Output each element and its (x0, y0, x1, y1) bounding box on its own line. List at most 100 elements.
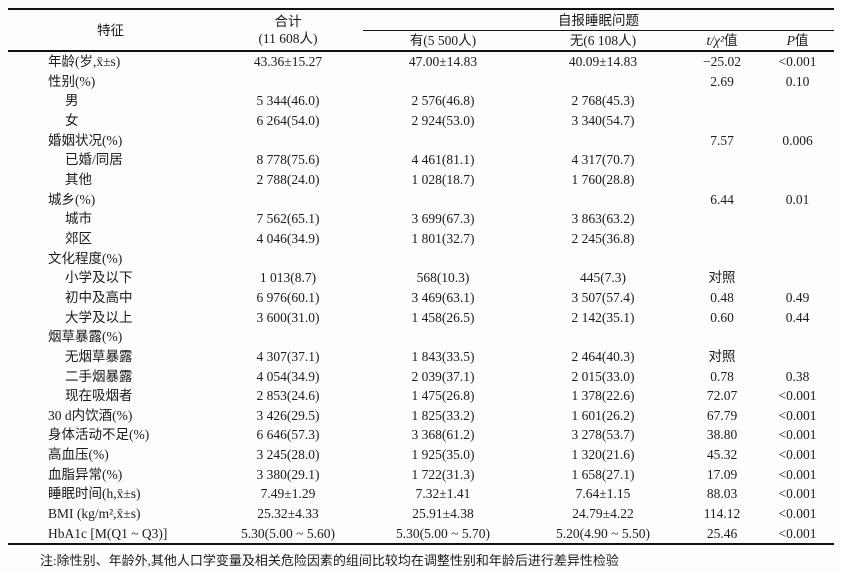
cell-total: 7.49±1.29 (260, 486, 316, 502)
table-row: 城市 7 562(65.1) 3 699(67.3) 3 863(63.2) (8, 209, 834, 229)
cell-statistic: 0.60 (710, 309, 734, 325)
cell-total: 7 562(65.1) (256, 211, 320, 227)
row-label: BMI (kg/m²,x̄±s) (48, 506, 141, 522)
table-footnote: 注:除性别、年龄外,其他人口学变量及相关危险因素的组间比较均在调整性别和年龄后进… (40, 553, 619, 569)
cell-statistic: 25.46 (706, 525, 738, 541)
table-row: 婚姻状况(%) 7.57 0.006 (8, 131, 834, 151)
cell-sleep-yes: 1 458(26.5) (411, 309, 475, 325)
table-header: 特征 合计 (11 608人) 自报睡眠问题 有(5 500人) 无(6 108… (8, 9, 834, 52)
cell-p-value: <0.001 (778, 427, 817, 443)
cell-total: 4 307(37.1) (256, 348, 320, 364)
cell-total: 5 344(46.0) (256, 93, 320, 109)
cell-statistic: 17.09 (706, 466, 738, 482)
cell-p-value (761, 327, 834, 347)
cell-statistic (683, 209, 761, 229)
row-label: 性别(%) (48, 73, 96, 89)
cell-sleep-no: 445(7.3) (579, 270, 627, 286)
cell-p-value: 0.10 (785, 73, 810, 89)
table-row: 文化程度(%) (8, 249, 834, 269)
cell-sleep-no: 3 863(63.2) (571, 211, 635, 227)
cell-total: 6 646(57.3) (256, 427, 320, 443)
cell-sleep-no: 1 378(22.6) (571, 388, 635, 404)
row-label: HbA1c [M(Q1 ~ Q3)] (48, 525, 168, 541)
table-row: 初中及高中 6 976(60.1) 3 469(63.1) 3 507(57.4… (8, 288, 834, 308)
cell-statistic: 0.48 (710, 289, 734, 305)
table-row: 30 d内饮酒(%) 3 426(29.5) 1 825(33.2) 1 601… (8, 406, 834, 426)
cell-statistic: −25.02 (703, 54, 741, 69)
table-row: 女 6 264(54.0) 2 924(53.0) 3 340(54.7) (8, 111, 834, 131)
cell-total (213, 131, 363, 151)
row-label: 高血压(%) (48, 447, 109, 463)
cell-total: 2 788(24.0) (256, 171, 320, 187)
cell-p-value (761, 268, 834, 288)
cell-p-value: <0.001 (778, 486, 817, 502)
cell-statistic: 45.32 (706, 447, 738, 463)
cell-sleep-yes: 4 461(81.1) (411, 152, 475, 168)
cell-sleep-no: 1 760(28.8) (571, 171, 635, 187)
cell-total: 6 976(60.1) (256, 289, 320, 305)
header-total-title: 合计 (274, 14, 302, 29)
cell-sleep-no: 5.20(4.90 ~ 5.50) (556, 525, 650, 541)
table-row: 烟草暴露(%) (8, 327, 834, 347)
header-statistic: t/χ²值 (683, 30, 761, 52)
header-feature: 特征 (8, 9, 213, 52)
table-row: 性别(%) 2.69 0.10 (8, 72, 834, 92)
cell-sleep-no: 40.09±14.83 (568, 54, 638, 69)
table-body: 年龄(岁,x̄±s) 43.36±15.27 47.00±14.83 40.09… (8, 51, 834, 544)
cell-total: 3 426(29.5) (256, 407, 320, 423)
cell-sleep-no: 24.79±4.22 (572, 506, 634, 522)
cell-total: 3 600(31.0) (256, 309, 320, 325)
cell-sleep-yes: 2 924(53.0) (411, 112, 475, 128)
table-row: 血脂异常(%) 3 380(29.1) 1 722(31.3) 1 658(27… (8, 465, 834, 485)
cell-sleep-no: 1 320(21.6) (571, 447, 635, 463)
row-label: 30 d内饮酒(%) (48, 407, 133, 423)
cell-p-value: 0.38 (785, 368, 810, 384)
cell-sleep-yes: 1 925(35.0) (411, 447, 475, 463)
row-label: 其他 (65, 171, 92, 187)
table-row: 大学及以上 3 600(31.0) 1 458(26.5) 2 142(35.1… (8, 308, 834, 328)
header-total: 合计 (11 608人) (213, 9, 363, 52)
p-suffix: 值 (794, 33, 809, 48)
cell-total: 25.32±4.33 (257, 506, 319, 522)
cell-sleep-no (523, 327, 683, 347)
table-row: 城乡(%) 6.44 0.01 (8, 190, 834, 210)
cell-p-value: <0.001 (778, 525, 817, 541)
cell-statistic (683, 229, 761, 249)
table-row: 睡眠时间(h,x̄±s) 7.49±1.29 7.32±1.41 7.64±1.… (8, 484, 834, 504)
cell-sleep-no: 3 340(54.7) (571, 112, 635, 128)
cell-statistic: 72.07 (706, 388, 738, 404)
cell-p-value: 0.49 (785, 289, 810, 305)
cell-sleep-no (523, 72, 683, 92)
cell-statistic: 7.57 (710, 132, 734, 148)
cell-p-value: <0.001 (778, 447, 817, 463)
cell-total: 4 046(34.9) (256, 230, 320, 246)
cell-sleep-yes: 5.30(5.00 ~ 5.70) (396, 525, 490, 541)
row-label: 文化程度(%) (48, 250, 123, 266)
cell-statistic (683, 91, 761, 111)
cell-p-value: 0.01 (785, 191, 810, 207)
table-row: 高血压(%) 3 245(28.0) 1 925(35.0) 1 320(21.… (8, 445, 834, 465)
cell-sleep-no (523, 131, 683, 151)
cell-p-value (761, 150, 834, 170)
cell-p-value: <0.001 (778, 54, 817, 69)
cell-sleep-no: 3 278(53.7) (571, 427, 635, 443)
cell-p-value (761, 209, 834, 229)
table-row: 身体活动不足(%) 6 646(57.3) 3 368(61.2) 3 278(… (8, 425, 834, 445)
table-row: 男 5 344(46.0) 2 576(46.8) 2 768(45.3) (8, 91, 834, 111)
cell-sleep-yes (363, 327, 523, 347)
cell-sleep-yes: 3 368(61.2) (411, 427, 475, 443)
cell-sleep-no: 2 245(36.8) (571, 230, 635, 246)
cell-statistic (683, 327, 761, 347)
cell-total: 43.36±15.27 (253, 54, 323, 69)
header-total-n: (11 608人) (258, 31, 318, 46)
cell-total: 1 013(8.7) (259, 270, 317, 286)
table-row: 无烟草暴露 4 307(37.1) 1 843(33.5) 2 464(40.3… (8, 347, 834, 367)
cell-total: 8 778(75.6) (256, 152, 320, 168)
cell-sleep-yes: 3 469(63.1) (411, 289, 475, 305)
table-row: HbA1c [M(Q1 ~ Q3)] 5.30(5.00 ~ 5.60) 5.3… (8, 524, 834, 545)
row-label: 城乡(%) (48, 191, 96, 207)
cell-sleep-no (523, 249, 683, 269)
cell-sleep-yes (363, 72, 523, 92)
table-row: 二手烟暴露 4 054(34.9) 2 039(37.1) 2 015(33.0… (8, 367, 834, 387)
cell-total: 2 853(24.6) (256, 388, 320, 404)
